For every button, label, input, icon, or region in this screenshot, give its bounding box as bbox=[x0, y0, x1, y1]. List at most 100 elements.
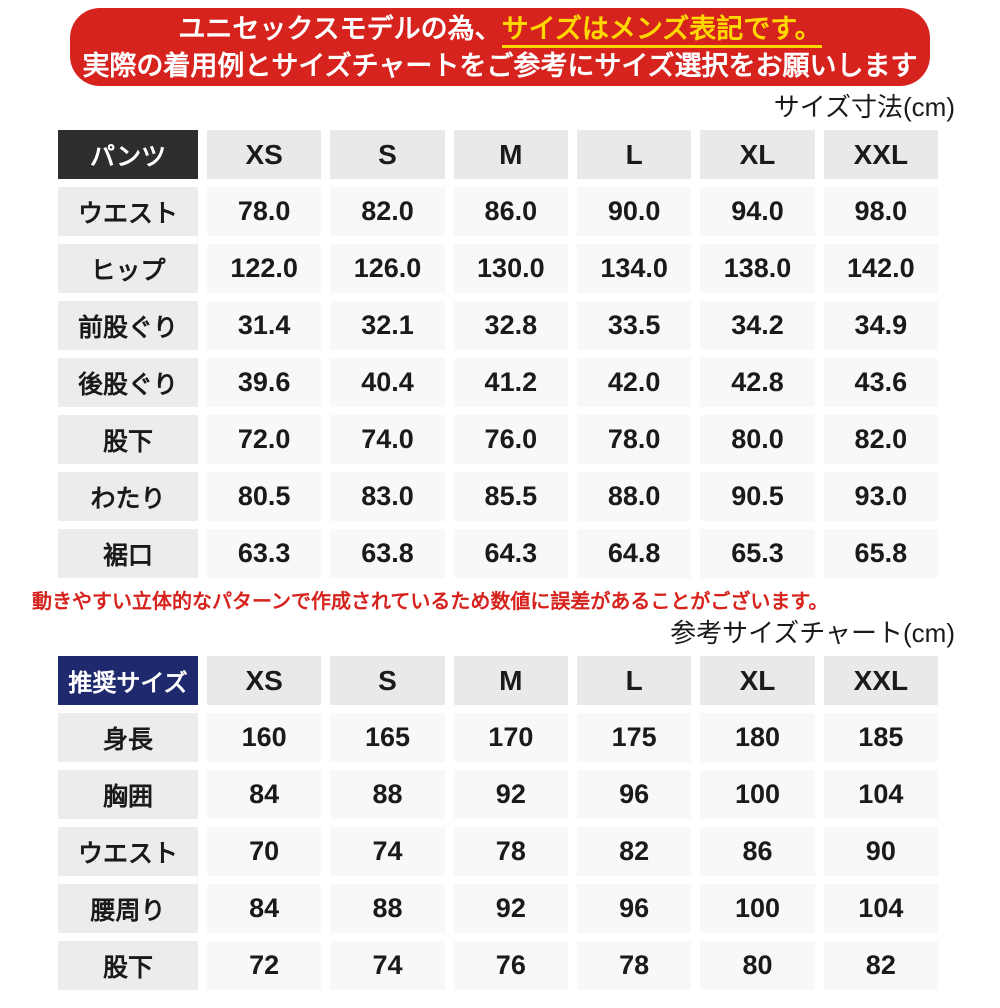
cell-rec-waist-l: 82 bbox=[577, 827, 692, 876]
cell-hip-around-xl: 100 bbox=[700, 884, 815, 933]
banner-line-2: 実際の着用例とサイズチャートをご参考にサイズ選択をお願いします bbox=[82, 50, 918, 81]
cell-rec-inseam-xl: 80 bbox=[700, 941, 815, 990]
row-label-hip: ヒップ bbox=[58, 244, 198, 293]
row-label-rec-inseam: 股下 bbox=[58, 941, 198, 990]
cell-height-s: 165 bbox=[330, 713, 445, 762]
cell-rec-waist-xxl: 90 bbox=[823, 827, 938, 876]
cell-hem-m: 64.3 bbox=[453, 529, 568, 578]
cell-thigh-xl: 90.5 bbox=[700, 472, 815, 521]
cell-rec-inseam-l: 78 bbox=[577, 941, 692, 990]
pants-corner-header: パンツ bbox=[58, 130, 198, 179]
cell-hip-around-s: 88 bbox=[330, 884, 445, 933]
rec-size-col-header-xxl: XXL bbox=[823, 656, 938, 705]
rec-size-col-header-m: M bbox=[453, 656, 568, 705]
cell-hem-xxl: 65.8 bbox=[823, 529, 938, 578]
cell-thigh-s: 83.0 bbox=[330, 472, 445, 521]
recommended-size-corner-header: 推奨サイズ bbox=[58, 656, 198, 705]
row-label-rec-waist: ウエスト bbox=[58, 827, 198, 876]
row-label-thigh: わたり bbox=[58, 472, 198, 521]
cell-front-rise-xs: 31.4 bbox=[207, 301, 322, 350]
cell-front-rise-xxl: 34.9 bbox=[823, 301, 938, 350]
cell-back-rise-l: 42.0 bbox=[577, 358, 692, 407]
cell-hip-around-xs: 84 bbox=[207, 884, 322, 933]
rec-size-col-header-xs: XS bbox=[207, 656, 322, 705]
cell-hip-m: 130.0 bbox=[453, 244, 568, 293]
cell-hem-xs: 63.3 bbox=[207, 529, 322, 578]
row-label-inseam: 股下 bbox=[58, 415, 198, 464]
size-col-header-xl: XL bbox=[700, 130, 815, 179]
cell-rec-inseam-s: 74 bbox=[330, 941, 445, 990]
rec-size-col-header-s: S bbox=[330, 656, 445, 705]
cell-front-rise-l: 33.5 bbox=[577, 301, 692, 350]
cell-inseam-l: 78.0 bbox=[577, 415, 692, 464]
cell-front-rise-xl: 34.2 bbox=[700, 301, 815, 350]
size-dimensions-title: サイズ寸法(cm) bbox=[773, 92, 955, 122]
row-label-hip-around: 腰周り bbox=[58, 884, 198, 933]
cell-inseam-xs: 72.0 bbox=[207, 415, 322, 464]
cell-rec-inseam-m: 76 bbox=[453, 941, 568, 990]
cell-front-rise-m: 32.8 bbox=[453, 301, 568, 350]
cell-waist-xs: 78.0 bbox=[207, 187, 322, 236]
cell-inseam-xl: 80.0 bbox=[700, 415, 815, 464]
cell-hip-around-xxl: 104 bbox=[823, 884, 938, 933]
cell-thigh-m: 85.5 bbox=[453, 472, 568, 521]
cell-thigh-l: 88.0 bbox=[577, 472, 692, 521]
cell-waist-s: 82.0 bbox=[330, 187, 445, 236]
cell-waist-m: 86.0 bbox=[453, 187, 568, 236]
size-col-header-xxl: XXL bbox=[823, 130, 938, 179]
cell-height-xxl: 185 bbox=[823, 713, 938, 762]
rec-size-col-header-l: L bbox=[577, 656, 692, 705]
banner-line-1: ユニセックスモデルの為、サイズはメンズ表記です。 bbox=[178, 12, 822, 48]
cell-waist-l: 90.0 bbox=[577, 187, 692, 236]
cell-hip-around-l: 96 bbox=[577, 884, 692, 933]
cell-waist-xl: 94.0 bbox=[700, 187, 815, 236]
cell-back-rise-xs: 39.6 bbox=[207, 358, 322, 407]
cell-hip-s: 126.0 bbox=[330, 244, 445, 293]
cell-height-l: 175 bbox=[577, 713, 692, 762]
cell-back-rise-s: 40.4 bbox=[330, 358, 445, 407]
row-label-back-rise: 後股ぐり bbox=[58, 358, 198, 407]
size-col-header-xs: XS bbox=[207, 130, 322, 179]
cell-chest-l: 96 bbox=[577, 770, 692, 819]
cell-hem-xl: 65.3 bbox=[700, 529, 815, 578]
cell-height-m: 170 bbox=[453, 713, 568, 762]
row-label-chest: 胸囲 bbox=[58, 770, 198, 819]
rec-size-col-header-xl: XL bbox=[700, 656, 815, 705]
banner-line-1-highlight: サイズはメンズ表記です。 bbox=[501, 13, 822, 48]
pants-size-table: パンツ XS S M L XL XXL ウエスト 78.0 82.0 86.0 … bbox=[58, 130, 938, 578]
cell-rec-inseam-xs: 72 bbox=[207, 941, 322, 990]
measurement-tolerance-note: 動きやすい立体的なパターンで作成されているため数値に誤差があることがございます。 bbox=[32, 591, 829, 613]
size-col-header-m: M bbox=[453, 130, 568, 179]
cell-height-xl: 180 bbox=[700, 713, 815, 762]
cell-hip-xl: 138.0 bbox=[700, 244, 815, 293]
cell-rec-waist-xl: 86 bbox=[700, 827, 815, 876]
unisex-notice-banner: ユニセックスモデルの為、サイズはメンズ表記です。 実際の着用例とサイズチャートを… bbox=[70, 8, 930, 86]
row-label-waist: ウエスト bbox=[58, 187, 198, 236]
cell-rec-waist-s: 74 bbox=[330, 827, 445, 876]
cell-back-rise-m: 41.2 bbox=[453, 358, 568, 407]
row-label-front-rise: 前股ぐり bbox=[58, 301, 198, 350]
cell-hip-around-m: 92 bbox=[453, 884, 568, 933]
cell-inseam-m: 76.0 bbox=[453, 415, 568, 464]
cell-hip-xxl: 142.0 bbox=[823, 244, 938, 293]
cell-chest-m: 92 bbox=[453, 770, 568, 819]
cell-rec-waist-xs: 70 bbox=[207, 827, 322, 876]
cell-rec-inseam-xxl: 82 bbox=[823, 941, 938, 990]
cell-thigh-xxl: 93.0 bbox=[823, 472, 938, 521]
cell-back-rise-xl: 42.8 bbox=[700, 358, 815, 407]
cell-hip-l: 134.0 bbox=[577, 244, 692, 293]
cell-front-rise-s: 32.1 bbox=[330, 301, 445, 350]
row-label-height: 身長 bbox=[58, 713, 198, 762]
cell-back-rise-xxl: 43.6 bbox=[823, 358, 938, 407]
cell-waist-xxl: 98.0 bbox=[823, 187, 938, 236]
cell-inseam-s: 74.0 bbox=[330, 415, 445, 464]
size-col-header-l: L bbox=[577, 130, 692, 179]
cell-chest-xxl: 104 bbox=[823, 770, 938, 819]
banner-line-1-white: ユニセックスモデルの為、 bbox=[178, 13, 502, 44]
cell-rec-waist-m: 78 bbox=[453, 827, 568, 876]
cell-hem-l: 64.8 bbox=[577, 529, 692, 578]
cell-height-xs: 160 bbox=[207, 713, 322, 762]
cell-hip-xs: 122.0 bbox=[207, 244, 322, 293]
cell-chest-xs: 84 bbox=[207, 770, 322, 819]
reference-size-chart-title: 参考サイズチャート(cm) bbox=[670, 618, 955, 648]
